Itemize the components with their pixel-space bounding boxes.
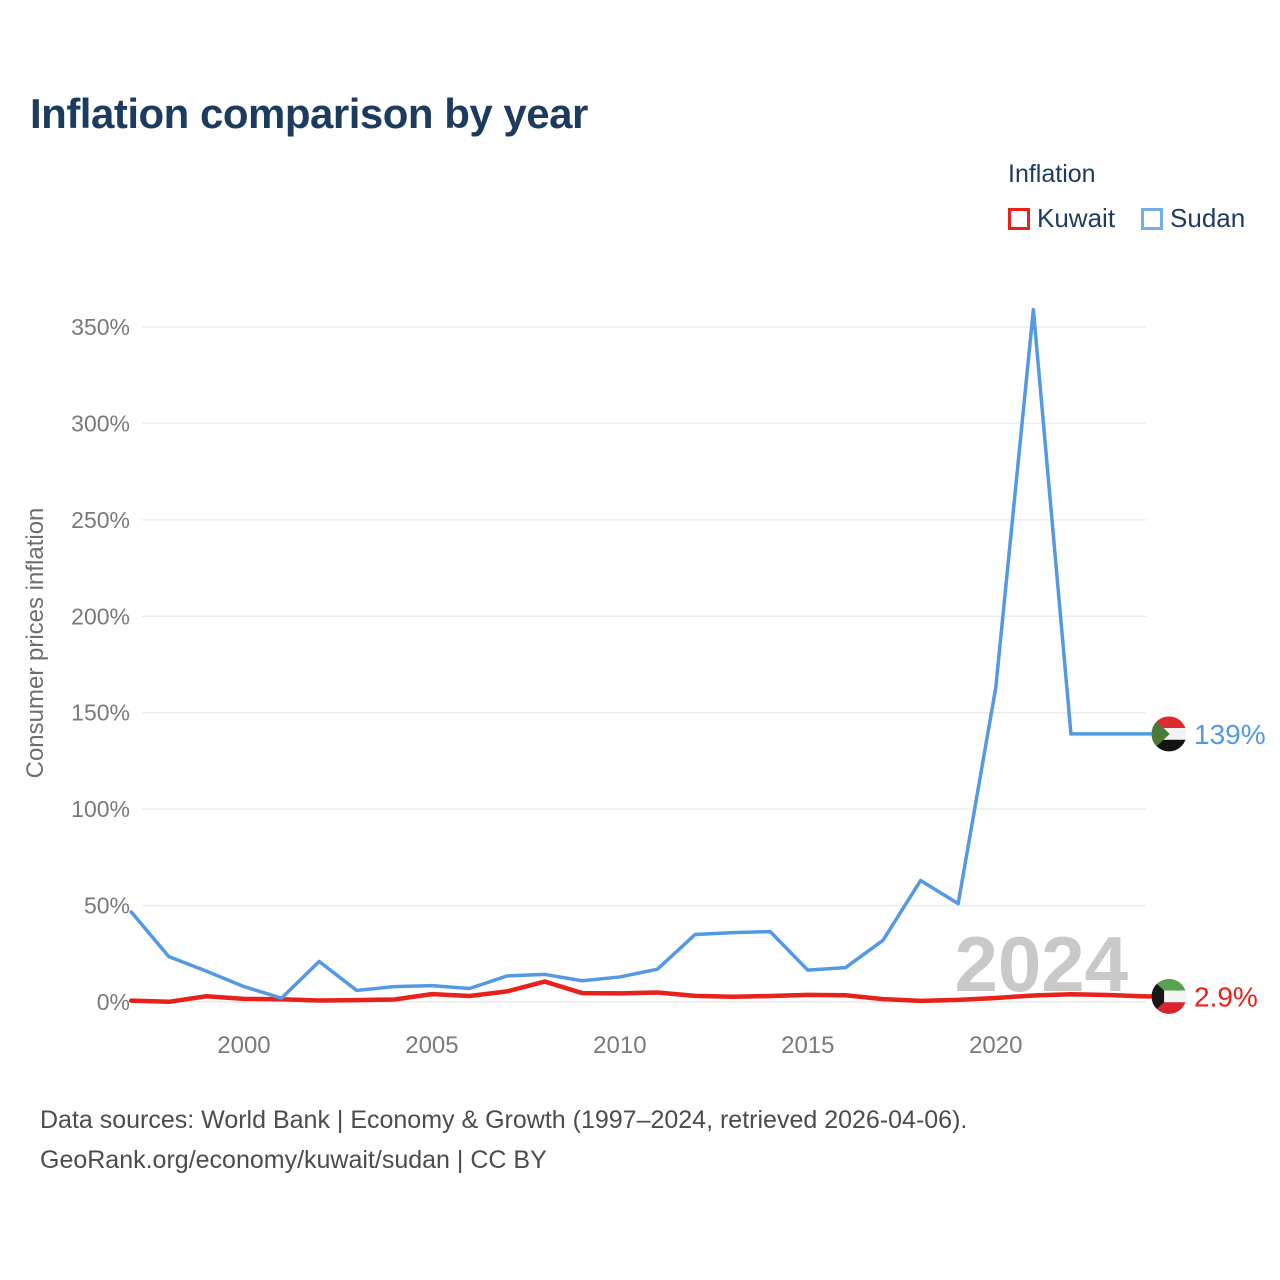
x-tick-label: 2005 — [405, 1032, 458, 1059]
kuwait-flag-icon — [1151, 978, 1187, 1014]
page-title: Inflation comparison by year — [30, 90, 588, 137]
legend-item-kuwait-label: Kuwait — [1037, 203, 1116, 233]
x-tick-label: 2000 — [217, 1032, 270, 1059]
x-tick-label: 2010 — [593, 1032, 646, 1059]
y-axis-title: Consumer prices inflation — [22, 508, 49, 779]
y-tick-label: 200% — [71, 603, 130, 629]
y-tick-label: 300% — [71, 410, 130, 436]
kuwait-line[interactable] — [128, 979, 1155, 1005]
x-tick-label: 2015 — [781, 1032, 834, 1059]
y-tick-label: 100% — [71, 796, 130, 822]
legend-item-sudan-label: Sudan — [1170, 203, 1246, 233]
y-tick-label: 0% — [97, 989, 130, 1015]
footer: Data sources: World Bank | Economy & Gro… — [40, 1100, 967, 1180]
legend-items: Kuwait Sudan — [1008, 203, 1248, 234]
y-tick-label: 250% — [71, 507, 130, 533]
legend-title: Inflation — [1008, 160, 1096, 188]
sudan-line[interactable] — [129, 307, 1154, 1000]
legend: Inflation Kuwait Sudan — [1008, 160, 1248, 234]
y-tick-label: 150% — [71, 700, 130, 726]
sudan-end-label: 139% — [1194, 719, 1266, 750]
legend-item-sudan[interactable]: Sudan — [1141, 203, 1245, 234]
y-tick-label: 50% — [84, 893, 130, 919]
footer-attribution: GeoRank.org/economy/kuwait/sudan | CC BY — [40, 1146, 547, 1174]
sudan-swatch-icon — [1141, 207, 1164, 230]
kuwait-swatch-icon — [1008, 207, 1030, 230]
kuwait-end-label: 2.9% — [1194, 981, 1258, 1012]
y-tick-label: 350% — [71, 314, 130, 340]
legend-item-kuwait[interactable]: Kuwait — [1008, 203, 1115, 234]
sudan-flag-icon — [1151, 716, 1187, 752]
footer-datasource: Data sources: World Bank | Economy & Gro… — [40, 1106, 968, 1134]
x-tick-label: 2020 — [969, 1032, 1022, 1059]
